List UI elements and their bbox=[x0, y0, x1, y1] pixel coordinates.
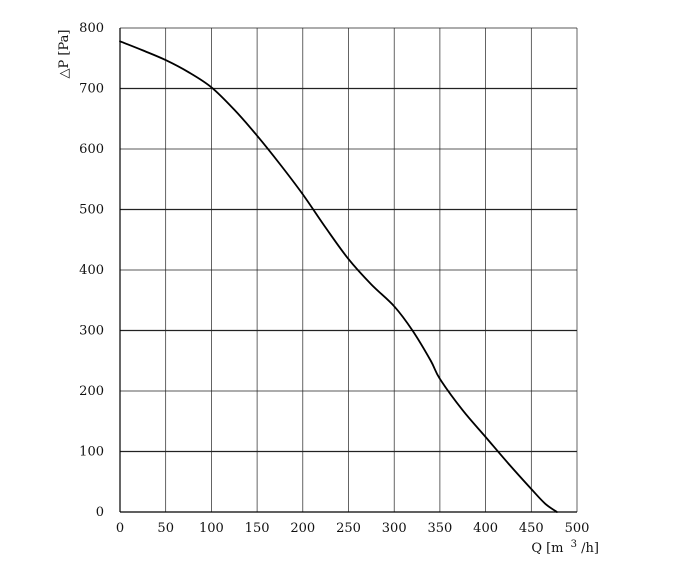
x-axis-label-sup: 3 bbox=[571, 539, 577, 550]
y-axis-label: △P [Pa] bbox=[57, 30, 72, 79]
y-tick-label-100: 100 bbox=[79, 445, 104, 460]
y-tick-label-800: 800 bbox=[79, 21, 104, 36]
y-tick-label-0: 0 bbox=[96, 505, 104, 520]
x-tick-label-250: 250 bbox=[336, 521, 361, 536]
x-axis-label: Q [m 3 /h] bbox=[531, 536, 599, 556]
y-tick-label-300: 300 bbox=[79, 324, 104, 339]
x-axis-label-main: Q [m bbox=[531, 541, 563, 556]
y-tick-label-200: 200 bbox=[79, 384, 104, 399]
grid-lines bbox=[120, 27, 578, 512]
y-tick-label-500: 500 bbox=[79, 203, 104, 218]
x-tick-label-300: 300 bbox=[382, 521, 407, 536]
x-tick-label-200: 200 bbox=[290, 521, 315, 536]
axes bbox=[119, 28, 577, 513]
y-tick-label-400: 400 bbox=[79, 263, 104, 278]
x-tick-label-500: 500 bbox=[565, 521, 590, 536]
series-layer bbox=[119, 40, 558, 513]
series-line-0 bbox=[119, 40, 558, 513]
x-tick-label-450: 450 bbox=[519, 521, 544, 536]
tick-labels: 0 50 100 150 200 250 300 350 400 450 500 0 100 200 300… bbox=[79, 21, 589, 536]
y-tick-label-700: 700 bbox=[79, 82, 104, 97]
x-tick-label-150: 150 bbox=[245, 521, 270, 536]
x-tick-label-400: 400 bbox=[473, 521, 498, 536]
x-tick-label-100: 100 bbox=[199, 521, 224, 536]
x-tick-label-350: 350 bbox=[427, 521, 452, 536]
x-axis-label-tail: /h] bbox=[581, 541, 599, 556]
x-tick-label-50: 50 bbox=[157, 521, 174, 536]
y-tick-label-600: 600 bbox=[79, 142, 104, 157]
x-tick-label-0: 0 bbox=[116, 521, 124, 536]
